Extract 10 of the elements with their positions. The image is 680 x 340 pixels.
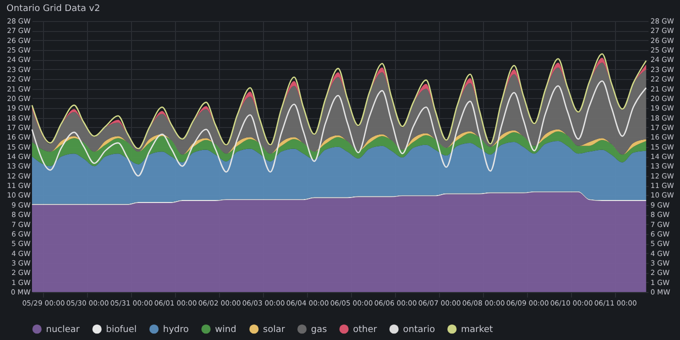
- legend-label: solar: [263, 325, 286, 336]
- legend-label: gas: [311, 325, 328, 336]
- legend-label: hydro: [163, 325, 190, 336]
- chart-title: Ontario Grid Data v2: [6, 4, 100, 14]
- legend-label: biofuel: [106, 325, 137, 336]
- legend-label: wind: [215, 325, 236, 336]
- legend-label: nuclear: [46, 325, 80, 336]
- legend-label: other: [353, 325, 378, 336]
- legend-label: ontario: [403, 325, 436, 336]
- legend-label: market: [461, 325, 494, 336]
